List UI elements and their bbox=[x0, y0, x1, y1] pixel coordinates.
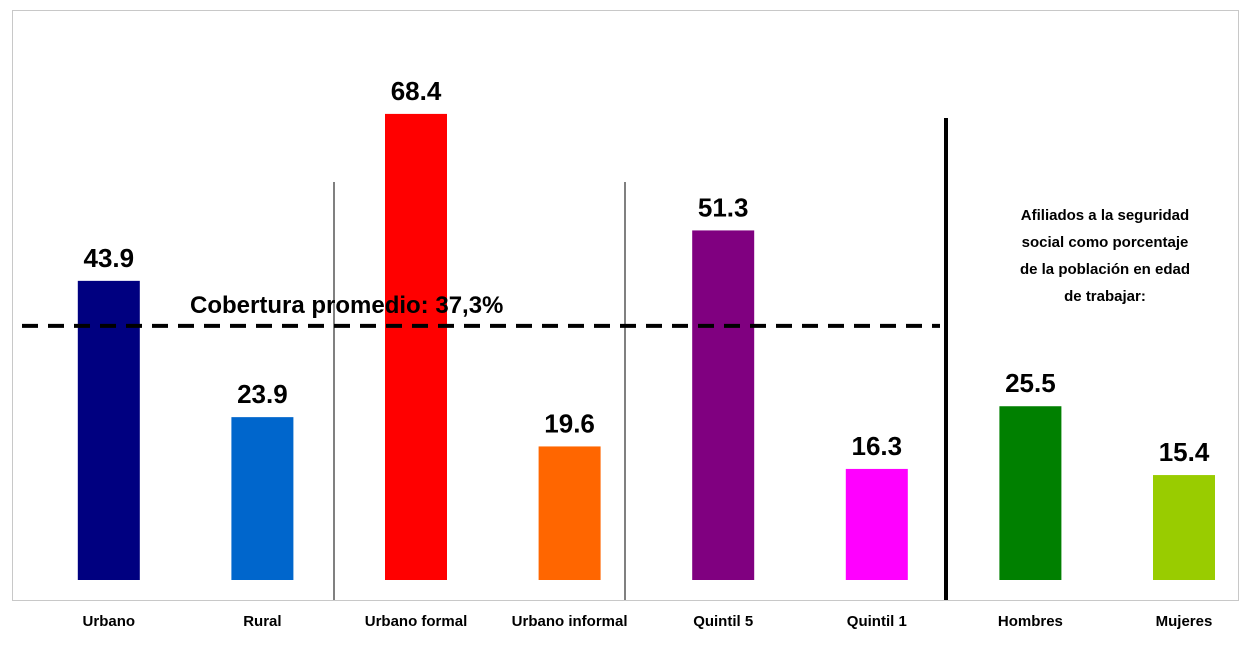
value-label: 43.9 bbox=[83, 243, 134, 273]
x-tick-label: Urbano formal bbox=[364, 613, 468, 630]
value-label: 68.4 bbox=[391, 76, 442, 106]
x-tick-label: Urbano bbox=[82, 613, 136, 630]
bar bbox=[231, 417, 294, 580]
value-label: 19.6 bbox=[544, 408, 595, 438]
reference-label: Cobertura promedio: 37,3% bbox=[190, 292, 503, 319]
bar bbox=[692, 230, 755, 581]
value-label: 51.3 bbox=[698, 192, 749, 222]
annotation: social como porcentaje bbox=[1022, 234, 1189, 251]
x-tick-label: Urbano informal bbox=[511, 613, 628, 630]
x-tick-label: Quintil 1 bbox=[846, 613, 907, 630]
value-label: 25.5 bbox=[1005, 368, 1056, 398]
x-tick-label: Mujeres bbox=[1155, 613, 1213, 630]
bar bbox=[538, 446, 601, 580]
x-tick-label: Rural bbox=[243, 613, 282, 630]
annotation: Afiliados a la seguridad bbox=[1021, 207, 1189, 224]
bar bbox=[1153, 475, 1215, 580]
bar bbox=[845, 468, 908, 580]
x-tick-label: Hombres bbox=[997, 613, 1063, 630]
value-label: 15.4 bbox=[1159, 437, 1210, 467]
x-tick-label: Quintil 5 bbox=[693, 613, 754, 630]
bar bbox=[385, 113, 447, 580]
annotation: de trabajar: bbox=[1064, 288, 1146, 305]
value-label: 23.9 bbox=[237, 379, 288, 409]
frame bbox=[12, 10, 1239, 601]
bar bbox=[77, 280, 140, 580]
value-label: 16.3 bbox=[851, 431, 902, 461]
annotation: de la población en edad bbox=[1020, 261, 1190, 278]
bar bbox=[999, 406, 1062, 580]
